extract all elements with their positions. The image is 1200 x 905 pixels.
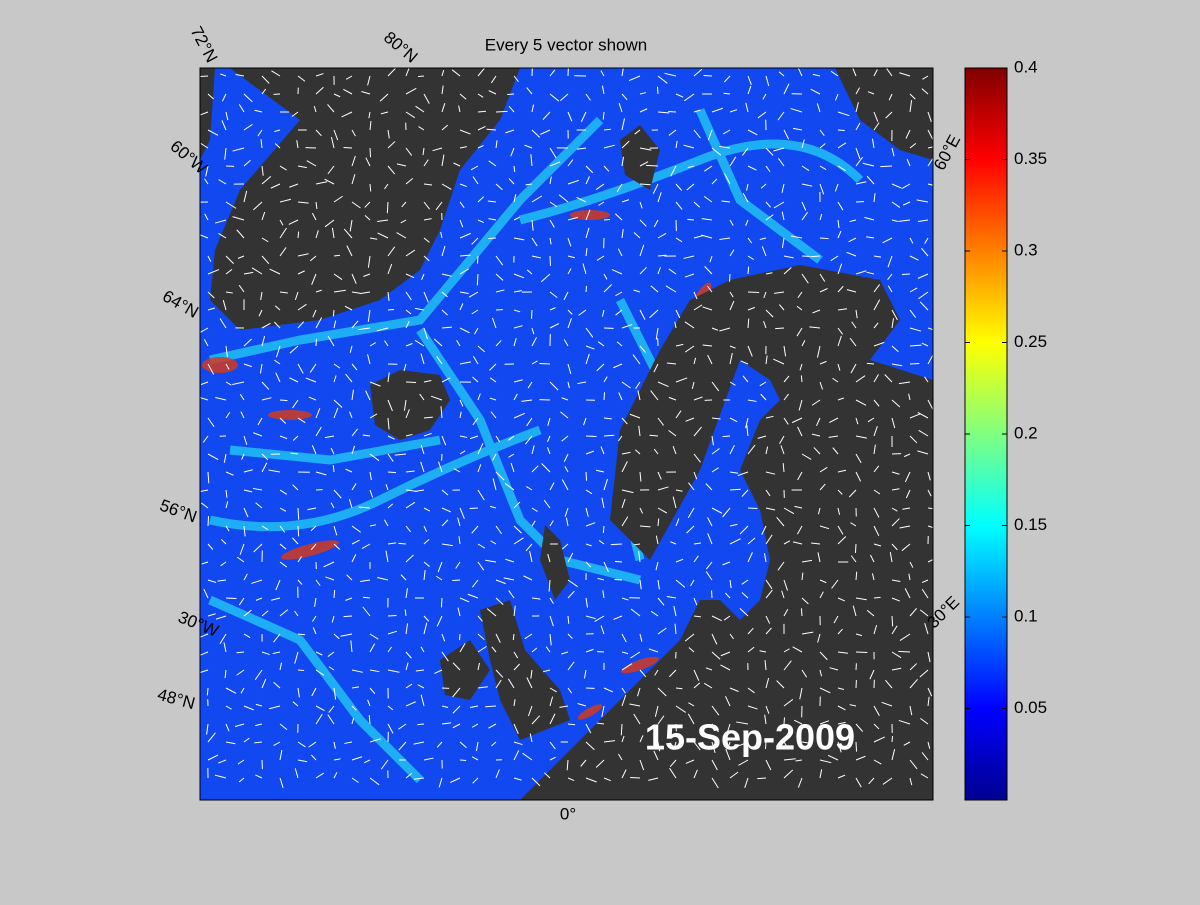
graticule-label: 0° xyxy=(560,804,576,823)
colorbar-tick-label: 0.1 xyxy=(1014,606,1038,625)
vector xyxy=(237,652,244,653)
vector xyxy=(630,777,640,778)
vector xyxy=(488,238,496,239)
vector xyxy=(880,166,892,167)
vector xyxy=(604,435,614,436)
vector xyxy=(892,616,893,626)
vector xyxy=(748,292,759,293)
vector xyxy=(874,597,881,598)
vector xyxy=(687,219,694,220)
vector xyxy=(207,688,208,695)
vector xyxy=(280,400,287,401)
date-label: 15-Sep-2009 xyxy=(645,717,855,758)
vector xyxy=(418,76,424,77)
vector xyxy=(801,608,802,616)
vector xyxy=(722,436,730,437)
vector xyxy=(615,561,622,562)
vector xyxy=(441,598,442,607)
vector xyxy=(477,256,478,264)
vector xyxy=(298,526,299,536)
vector xyxy=(820,238,829,239)
vector xyxy=(344,616,352,617)
vector xyxy=(298,670,304,671)
colorbar-tick-label: 0.4 xyxy=(1014,57,1038,76)
vector xyxy=(208,516,209,526)
vector xyxy=(388,472,396,473)
vector xyxy=(539,363,550,364)
vector xyxy=(387,202,388,213)
colorbar-tick-label: 0.25 xyxy=(1014,332,1047,351)
colorbar-tick-label: 0.05 xyxy=(1014,698,1047,717)
vector xyxy=(460,760,466,761)
vector xyxy=(902,274,910,275)
colorbar-tick-label: 0.3 xyxy=(1014,240,1038,259)
colorbar-tick-label: 0.35 xyxy=(1014,149,1047,168)
vector xyxy=(452,580,460,581)
vector xyxy=(370,148,371,157)
map xyxy=(200,68,933,800)
vector xyxy=(477,274,478,285)
vector xyxy=(398,543,406,544)
colorbar-tick-label: 0.2 xyxy=(1014,423,1038,442)
colorbar xyxy=(965,68,1007,800)
map-title: Every 5 vector shown xyxy=(485,35,648,54)
vector xyxy=(298,508,299,520)
vector xyxy=(417,724,424,725)
vector xyxy=(855,544,856,553)
vector xyxy=(856,572,857,580)
vector xyxy=(856,742,857,752)
vector xyxy=(603,526,604,533)
vector xyxy=(867,363,874,364)
vector xyxy=(621,724,622,735)
vector xyxy=(344,147,352,148)
vector xyxy=(775,328,784,329)
vector xyxy=(892,736,893,742)
vector xyxy=(801,375,802,382)
colorbar-tick-label: 0.15 xyxy=(1014,515,1047,534)
vector xyxy=(586,286,587,292)
vector xyxy=(611,544,622,545)
vector xyxy=(748,267,749,274)
vector xyxy=(333,310,334,316)
vector xyxy=(496,111,508,112)
vector xyxy=(226,598,237,599)
vector xyxy=(646,165,658,166)
vector xyxy=(898,651,910,652)
vector xyxy=(586,472,587,481)
vector xyxy=(604,392,605,400)
vector xyxy=(334,590,335,598)
vector xyxy=(298,232,299,238)
vector xyxy=(757,778,766,779)
